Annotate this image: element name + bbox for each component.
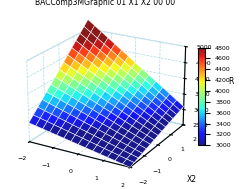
Y-axis label: X2: X2 bbox=[186, 175, 197, 184]
Title: BACComp3MGraphic 01 X1 X2 00 00: BACComp3MGraphic 01 X1 X2 00 00 bbox=[35, 0, 175, 7]
